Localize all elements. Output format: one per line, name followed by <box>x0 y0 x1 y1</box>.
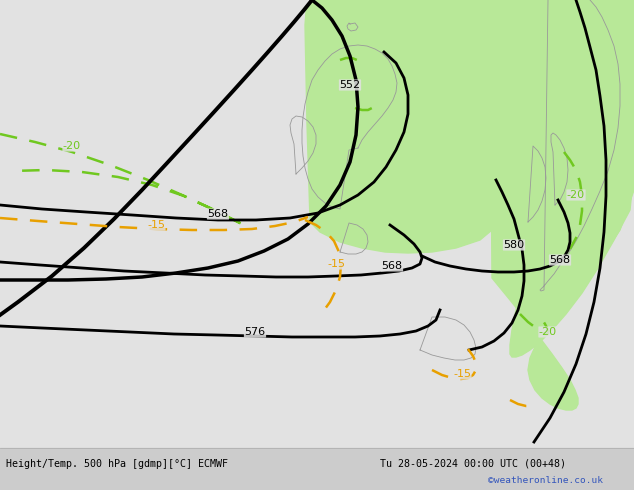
Text: -20: -20 <box>567 190 585 200</box>
Polygon shape <box>510 0 634 357</box>
Polygon shape <box>305 0 492 253</box>
Text: 568: 568 <box>550 255 571 265</box>
Text: 552: 552 <box>339 80 361 90</box>
Text: 580: 580 <box>503 240 524 250</box>
Text: 568: 568 <box>382 261 403 271</box>
Text: -15: -15 <box>147 220 165 230</box>
Text: -15: -15 <box>327 259 345 269</box>
Text: 576: 576 <box>245 327 266 337</box>
Text: Tu 28-05-2024 00:00 UTC (00+48): Tu 28-05-2024 00:00 UTC (00+48) <box>380 459 566 469</box>
Text: -20: -20 <box>539 327 557 337</box>
Polygon shape <box>490 0 634 410</box>
Text: -20: -20 <box>63 141 81 151</box>
Text: ©weatheronline.co.uk: ©weatheronline.co.uk <box>488 476 603 485</box>
Text: Height/Temp. 500 hPa [gdmp][°C] ECMWF: Height/Temp. 500 hPa [gdmp][°C] ECMWF <box>6 459 228 469</box>
Text: 568: 568 <box>207 209 229 219</box>
Text: -15: -15 <box>453 369 471 379</box>
